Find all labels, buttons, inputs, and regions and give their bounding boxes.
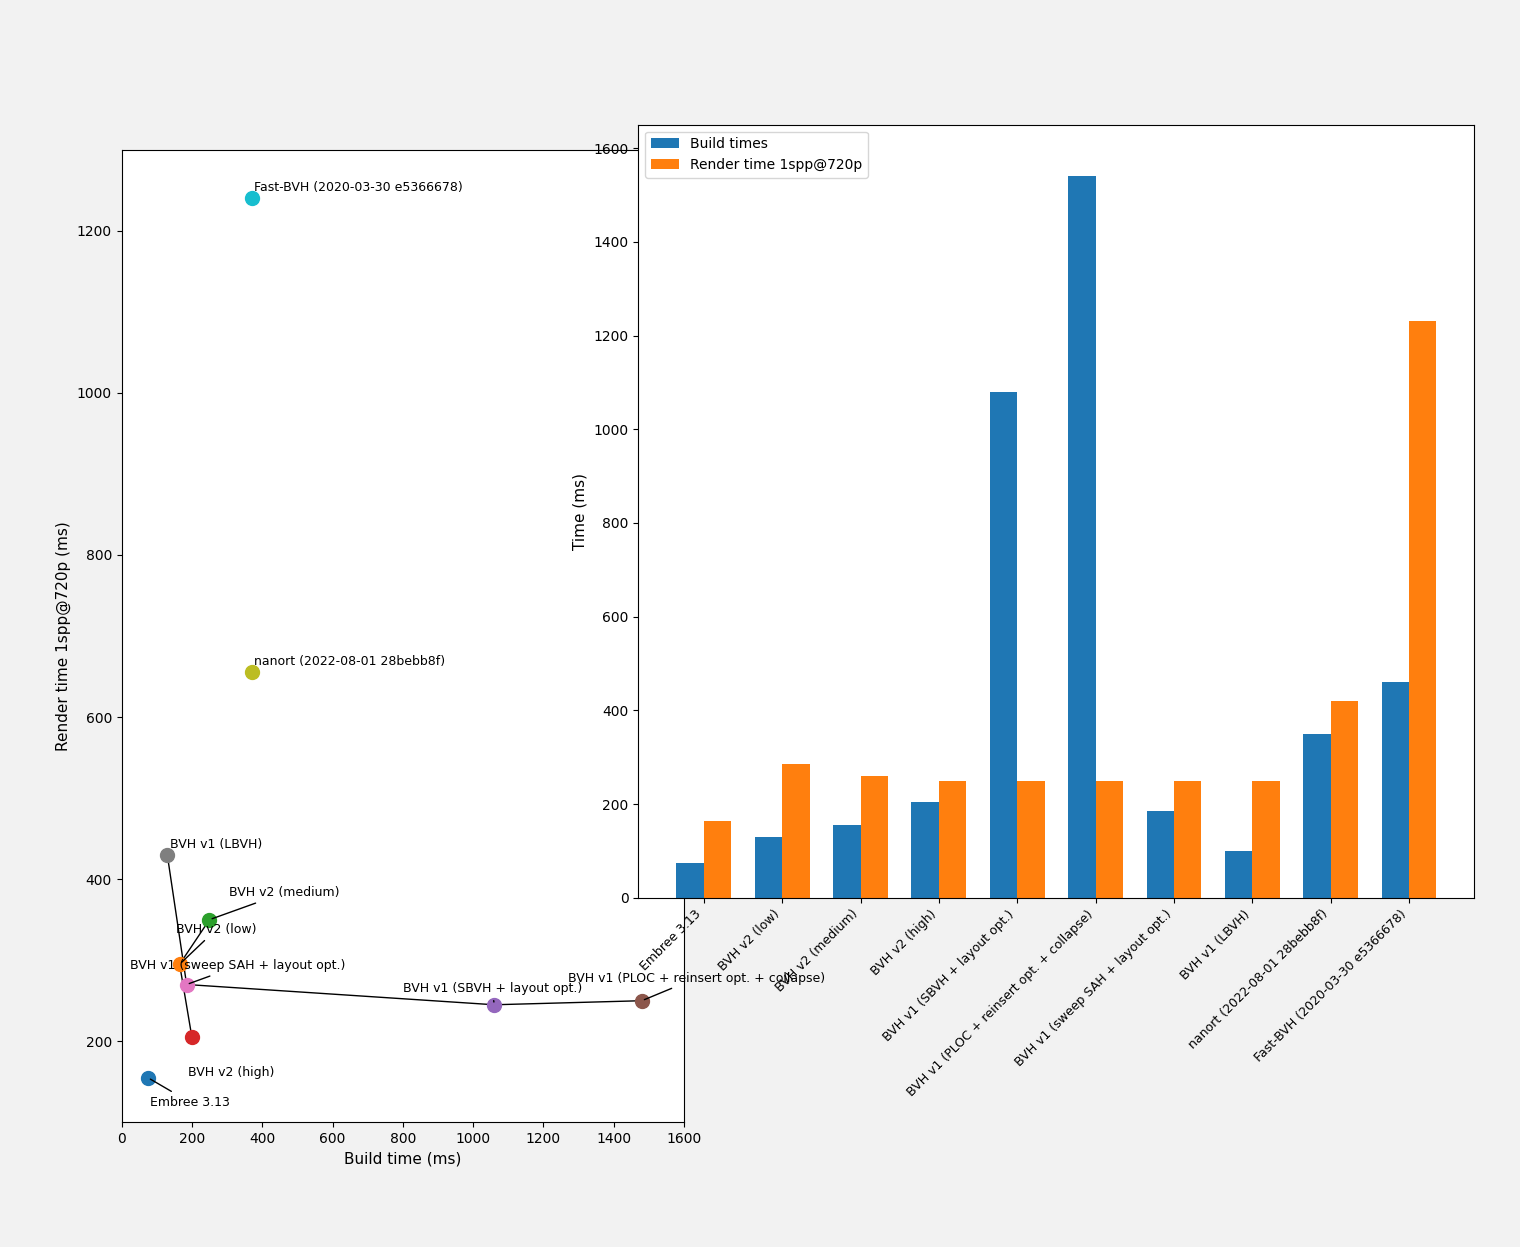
Point — [482, 995, 506, 1015]
X-axis label: Build time (ms): Build time (ms) — [344, 1151, 462, 1167]
Bar — [755, 837, 783, 898]
Point — [175, 975, 199, 995]
Point — [167, 954, 192, 974]
Bar — [1252, 781, 1280, 898]
Bar — [1382, 682, 1409, 898]
Point — [155, 845, 179, 865]
Bar — [990, 392, 1017, 898]
Bar — [1146, 811, 1173, 898]
Point — [240, 188, 264, 208]
Point — [135, 1067, 160, 1087]
Text: BVH v2 (medium): BVH v2 (medium) — [213, 887, 339, 919]
Text: BVH v2 (high): BVH v2 (high) — [188, 1065, 275, 1079]
Bar — [1017, 781, 1044, 898]
Bar — [783, 764, 810, 898]
Y-axis label: Time (ms): Time (ms) — [573, 473, 588, 550]
Bar — [833, 826, 860, 898]
Point — [240, 662, 264, 682]
Point — [198, 910, 222, 930]
Bar — [1096, 781, 1123, 898]
Y-axis label: Render time 1spp@720p (ms): Render time 1spp@720p (ms) — [56, 521, 71, 751]
Bar — [1225, 850, 1252, 898]
Bar — [1173, 781, 1201, 898]
Bar — [1069, 176, 1096, 898]
Text: Fast-BVH (2020-03-30 e5366678): Fast-BVH (2020-03-30 e5366678) — [254, 181, 464, 195]
Text: Embree 3.13: Embree 3.13 — [149, 1079, 230, 1109]
Text: BVH v1 (sweep SAH + layout opt.): BVH v1 (sweep SAH + layout opt.) — [131, 959, 345, 984]
Text: nanort (2022-08-01 28bebb8f): nanort (2022-08-01 28bebb8f) — [254, 656, 445, 668]
Bar — [676, 863, 704, 898]
Bar — [1409, 322, 1436, 898]
Point — [179, 1028, 204, 1047]
Bar — [939, 781, 967, 898]
Text: BVH v1 (PLOC + reinsert opt. + collapse): BVH v1 (PLOC + reinsert opt. + collapse) — [568, 971, 825, 1000]
Bar — [912, 802, 939, 898]
Bar — [1303, 733, 1330, 898]
Legend: Build times, Render time 1spp@720p: Build times, Render time 1spp@720p — [646, 132, 868, 178]
Text: BVH v1 (LBVH): BVH v1 (LBVH) — [170, 838, 263, 850]
Text: BVH v1 (SBVH + layout opt.): BVH v1 (SBVH + layout opt.) — [403, 983, 582, 1003]
Bar — [704, 821, 731, 898]
Text: BVH v2 (low): BVH v2 (low) — [176, 923, 257, 963]
Bar — [860, 776, 888, 898]
Point — [629, 990, 654, 1010]
Bar — [1330, 701, 1357, 898]
